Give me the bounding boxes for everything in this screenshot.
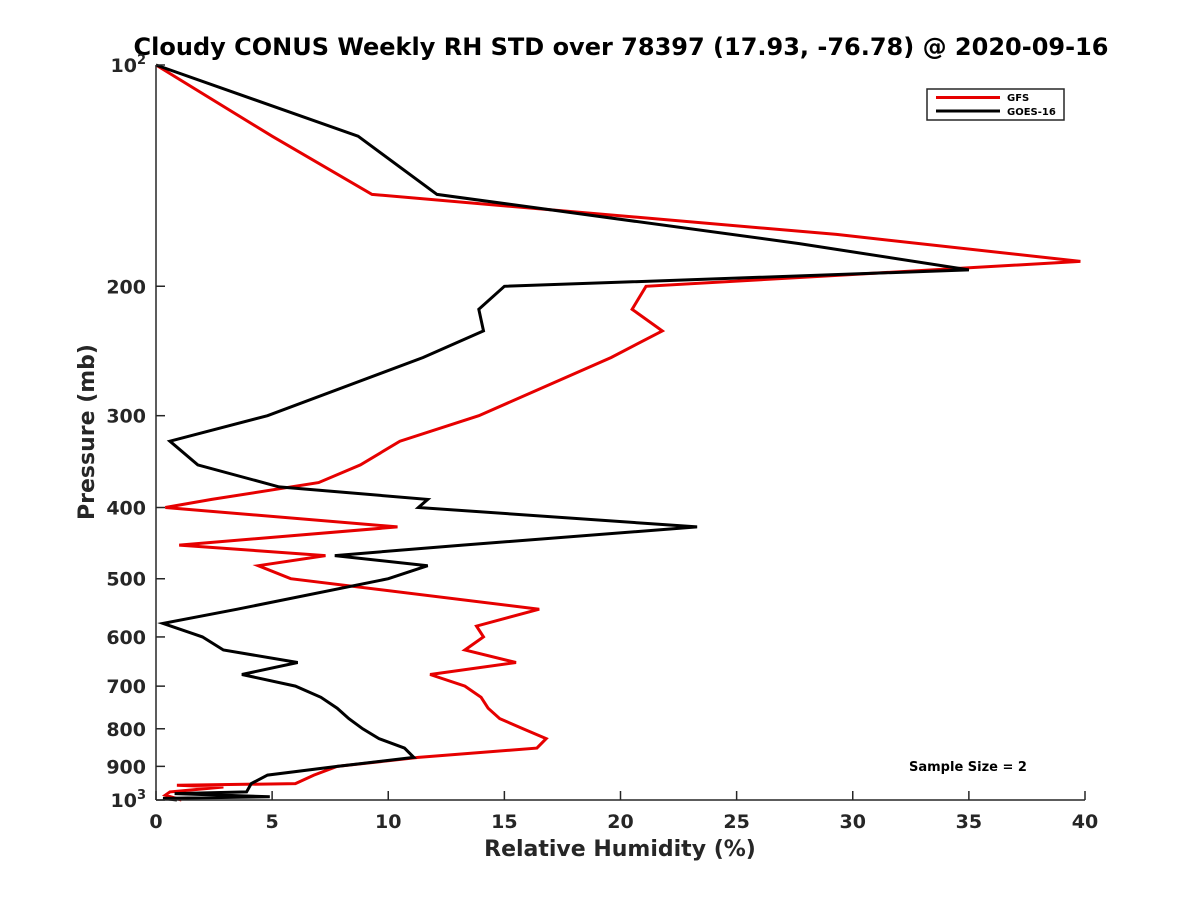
y-tick-label: 700 [106, 676, 146, 698]
x-tick-label: 35 [956, 811, 982, 833]
legend-label-gfs: GFS [1007, 93, 1029, 104]
y-tick-label: 103 [111, 788, 147, 812]
x-tick-label: 5 [266, 811, 279, 833]
legend-label-goes16: GOES-16 [1007, 107, 1056, 118]
legend-box [926, 88, 1065, 121]
x-axis-label: Relative Humidity (%) [484, 837, 756, 862]
series-layer [155, 63, 1081, 802]
x-tick-label: 40 [1072, 811, 1098, 833]
y-tick-label: 500 [106, 569, 146, 591]
sample-size-annotation: Sample Size = 2 [909, 760, 1027, 775]
y-tick-label: 102 [111, 53, 147, 77]
axes: 0 5 10 15 20 25 30 35 40 102 200 300 400 500 600 700 800… [106, 53, 1098, 833]
y-tick-label: 800 [106, 719, 146, 741]
x-tick-label: 30 [840, 811, 866, 833]
x-tick-label: 0 [149, 811, 162, 833]
chart-title: Cloudy CONUS Weekly RH STD over 78397 (1… [134, 33, 1109, 61]
x-tick-label: 25 [723, 811, 749, 833]
x-tick-label: 15 [491, 811, 517, 833]
y-tick-label: 200 [106, 276, 146, 298]
y-tick-label: 300 [106, 406, 146, 428]
legend: GFS GOES-16 [926, 88, 1065, 121]
x-tick-label: 20 [607, 811, 633, 833]
y-tick-label: 400 [106, 498, 146, 520]
series-line-goes16 [155, 63, 970, 802]
plot-area [156, 65, 1085, 800]
y-axis-label: Pressure (mb) [75, 344, 100, 520]
y-tick-label: 600 [106, 627, 146, 649]
y-tick-label: 900 [106, 756, 146, 778]
x-tick-label: 10 [375, 811, 401, 833]
